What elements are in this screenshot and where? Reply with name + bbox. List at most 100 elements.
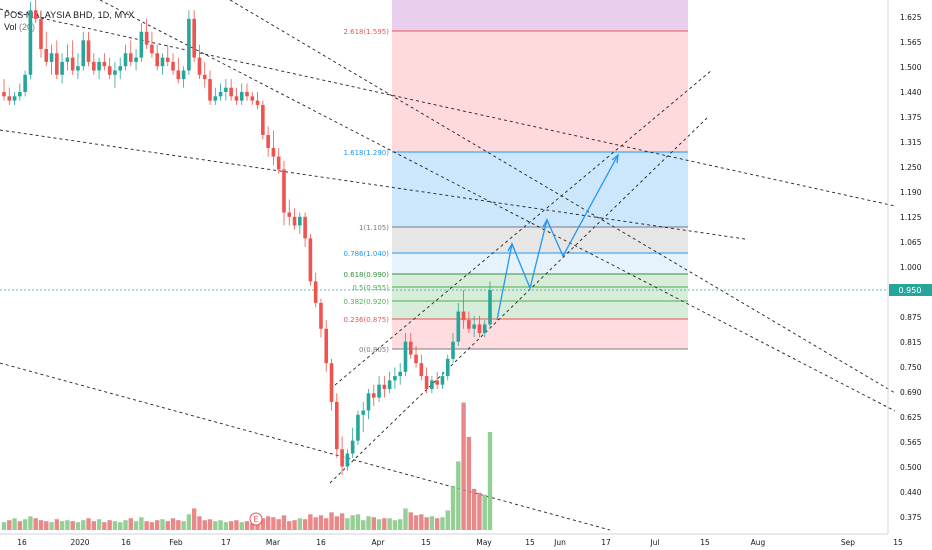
- volume-bar: [139, 517, 144, 530]
- volume-bar: [461, 402, 466, 530]
- candle-body: [345, 453, 350, 467]
- candle-body: [39, 18, 43, 49]
- candle-body: [107, 66, 112, 75]
- volume-bar: [112, 521, 118, 530]
- x-tick-label: Mar: [266, 538, 281, 547]
- volume-bar: [313, 517, 318, 530]
- x-tick-label: 16: [316, 538, 326, 547]
- trend-line: [99, 0, 896, 412]
- candle-body: [33, 10, 38, 19]
- volume-bar: [355, 514, 361, 530]
- projection-path[interactable]: [496, 154, 619, 321]
- candle-body: [366, 393, 371, 411]
- candle-body: [472, 324, 476, 329]
- volume-bar: [91, 521, 97, 530]
- fib-level-label: 0.5(0.955): [352, 284, 389, 292]
- trend-lines[interactable]: [0, 0, 896, 531]
- x-tick-label: 17: [601, 538, 611, 547]
- candle-body: [313, 281, 318, 303]
- candle-body: [97, 61, 101, 71]
- trend-line: [0, 8, 896, 207]
- volume-bar: [123, 520, 128, 530]
- candle-body: [102, 61, 107, 67]
- volume-bar: [54, 519, 60, 530]
- earnings-event-marker[interactable]: E: [249, 512, 263, 526]
- candle-body: [435, 380, 439, 385]
- candle-body: [461, 311, 466, 321]
- candle-body: [123, 53, 128, 67]
- candle-body: [165, 57, 170, 62]
- volume-bar: [382, 518, 387, 530]
- volume-bar: [12, 518, 17, 530]
- candle-body: [424, 376, 429, 389]
- candle-body: [371, 393, 376, 398]
- x-tick-label: May: [476, 538, 492, 547]
- y-tick-label: 1.125: [900, 213, 922, 222]
- volume-bar: [403, 508, 408, 530]
- candle-body: [445, 358, 450, 377]
- candle-body: [60, 61, 64, 75]
- chart-title: POS MALAYSIA BHD, 1D, MYX: [4, 10, 135, 20]
- fib-level-label: 0.618(0.990): [343, 271, 389, 279]
- candle-body: [118, 66, 123, 71]
- volume-bar: [239, 522, 244, 530]
- volume-bar: [318, 515, 324, 530]
- volume-bar: [86, 518, 91, 530]
- y-tick-label: 1.250: [900, 163, 922, 172]
- fib-level-label: 2.618(1.595): [343, 28, 389, 36]
- candle-body: [12, 96, 17, 101]
- volume-bar: [197, 516, 202, 530]
- price-axis[interactable]: 1.625 1.565 1.500 1.440 1.375 1.315 1.250 1.190…: [900, 13, 922, 522]
- volume-bar: [160, 519, 165, 530]
- candle-body: [329, 363, 334, 402]
- candle-body: [250, 96, 255, 101]
- volume-bar: [334, 516, 340, 530]
- candle-body: [171, 61, 175, 71]
- candle-body: [155, 53, 159, 67]
- volume-bar: [287, 521, 292, 530]
- candle-body: [282, 169, 286, 213]
- volume-bar: [102, 522, 107, 530]
- volume-bar: [302, 519, 308, 530]
- candle-body: [81, 40, 86, 67]
- x-tick-label: 2020: [70, 538, 89, 547]
- fibonacci-levels[interactable]: 2.618(1.595) 1.618(1.290) 1(1.105) 0.786(1.…: [343, 28, 688, 354]
- volume-bar: [49, 522, 54, 530]
- candle-body: [144, 31, 149, 45]
- candle-body: [382, 384, 387, 389]
- volume-bar: [456, 461, 461, 530]
- volume-bar: [228, 521, 234, 530]
- y-tick-label: 1.440: [900, 88, 922, 97]
- volume-bar: [450, 485, 456, 530]
- x-tick-label: 15: [893, 538, 903, 547]
- volume-bar: [397, 519, 403, 530]
- candle-body: [377, 384, 381, 398]
- y-tick-label: 1.315: [900, 138, 922, 147]
- volume-bar: [250, 523, 255, 530]
- volume-bar: [376, 519, 382, 530]
- x-tick-label: Jun: [553, 538, 566, 547]
- volume-bar: [22, 519, 28, 530]
- candle-body: [261, 104, 265, 136]
- volume-bar: [81, 520, 86, 530]
- candle-body: [488, 290, 492, 325]
- y-tick-label: 0.565: [900, 438, 922, 447]
- trend-line: [0, 362, 611, 531]
- volume-bar: [191, 508, 197, 530]
- candle-body: [18, 92, 22, 97]
- time-axis[interactable]: 16 2020 16 Feb 17 Mar 16 Apr 15 May 15 Jun 17 Jul 15 Au…: [17, 538, 903, 547]
- fib-level-label: 1.618(1.290): [343, 149, 389, 157]
- volume-bar: [44, 521, 49, 530]
- y-tick-label: 0.440: [900, 488, 922, 497]
- volume-bar: [339, 513, 345, 530]
- volume-bar: [133, 521, 139, 530]
- candle-body: [408, 341, 413, 355]
- candle-body: [430, 380, 434, 389]
- volume-bar: [176, 520, 181, 530]
- volume-bar: [59, 521, 65, 530]
- svg-text:E: E: [253, 515, 258, 524]
- volume-bar: [149, 522, 155, 530]
- volume-bar: [218, 520, 223, 530]
- trend-line: [334, 69, 713, 386]
